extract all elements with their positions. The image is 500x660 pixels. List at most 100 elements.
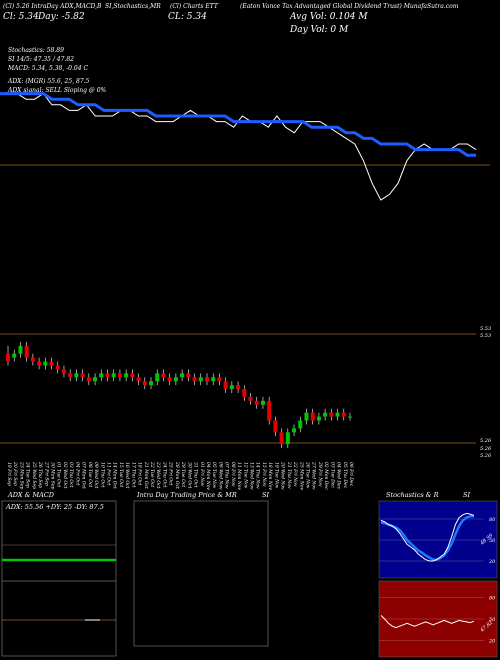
adx-panel-title: ADX & MACD <box>7 491 55 499</box>
candle-body <box>49 361 54 366</box>
date-label: 05 Thu Dec <box>342 462 348 489</box>
stoch-panel <box>378 500 498 579</box>
date-label: 14 Mon Oct <box>112 462 118 489</box>
date-label: 27 Wed Nov <box>311 461 317 490</box>
candle-body <box>211 377 216 382</box>
candle-body <box>149 381 154 386</box>
candle-body <box>173 377 178 382</box>
candle-body <box>37 361 42 366</box>
date-label: 24 Thu Oct <box>161 461 167 488</box>
candles-group <box>6 341 352 449</box>
candle-body <box>30 357 35 362</box>
candle-body <box>260 400 265 405</box>
adx-readout: ADX: (MGR) 55.6, 25, 87.5 <box>8 78 90 85</box>
candle-body <box>43 361 48 366</box>
date-label: 30 Wed Oct <box>186 462 192 489</box>
candle-body <box>229 385 234 390</box>
candle-body <box>161 373 166 378</box>
candle-body <box>192 377 197 382</box>
price-label-bottom: 5.26 <box>480 438 492 444</box>
date-label: 19 Fri Sep <box>6 462 12 486</box>
date-label: 26 Tue Nov <box>304 461 310 489</box>
date-label: 20 Wed Nov <box>280 461 286 490</box>
date-label: 28 Mon Oct <box>174 461 180 489</box>
candle-body <box>310 412 315 421</box>
price-label-top: 5.53 <box>480 326 491 332</box>
date-label: 14 Thu Nov <box>255 462 261 489</box>
candle-body <box>105 373 110 378</box>
date-label: 15 Fri Nov <box>261 462 267 487</box>
candle-body <box>285 432 290 445</box>
date-label: 07 Mon Oct <box>81 462 87 489</box>
candle-body <box>267 400 272 421</box>
date-label: 29 Tue Oct <box>180 461 186 487</box>
candle-body <box>68 373 73 378</box>
intraday-panel-si: SI <box>262 491 269 499</box>
date-label: 11 Fri Oct <box>105 462 111 486</box>
header-company: (Eaton Vance Tax Advantaged Global Divid… <box>240 3 459 10</box>
date-label: 22 Fri Nov <box>292 461 298 487</box>
date-label: 26 Thu Sep <box>37 461 43 488</box>
candle-body <box>18 345 23 354</box>
date-label: 27 Fri Sep <box>43 461 49 486</box>
price-label-bottom-2: 5.26 <box>480 446 492 452</box>
candle-body <box>86 377 91 382</box>
candle-body <box>12 353 17 358</box>
candle-body <box>204 377 209 382</box>
candle-body <box>323 412 328 417</box>
candle-body <box>304 412 309 421</box>
rsi-ticks: 80 50 20 <box>379 595 496 645</box>
price-label-top-2: 5.53 <box>480 333 491 339</box>
rsi-tick-label: 80 <box>489 595 496 601</box>
date-label: 29 Fri Nov <box>317 461 323 487</box>
date-label: 11 Mon Nov <box>236 462 242 490</box>
date-label: 15 Tue Oct <box>118 462 124 487</box>
candle-body <box>99 373 104 378</box>
date-label: 18 Fri Oct <box>137 462 143 486</box>
candle-body <box>155 373 160 382</box>
date-label: 20 Fri Sep <box>12 461 18 486</box>
date-label: 12 Tue Nov <box>242 462 248 489</box>
date-labels: 19 Fri Sep 20 Fri Sep 23 Mon Sep 24 Tue Sep… <box>6 461 354 490</box>
stoch-panel-si: SI <box>463 491 470 499</box>
date-label: 06 Wed Nov <box>217 462 223 490</box>
stoch-fast-line <box>380 512 475 562</box>
candle-body <box>348 416 352 418</box>
moving-average-line <box>0 92 476 157</box>
price-line <box>0 92 477 201</box>
candle-body <box>242 389 247 397</box>
avg-volume: Avg Vol: 0.104 M <box>290 12 368 22</box>
intraday-panel-title: Intra Day Trading Price & MR <box>136 491 237 499</box>
date-label: 25 Fri Oct <box>168 461 174 486</box>
candle-body <box>130 373 135 378</box>
candle-body <box>167 377 172 382</box>
candle-body <box>6 353 10 362</box>
date-label: 02 Mon Dec <box>323 462 329 490</box>
date-label: 01 Fri Nov <box>199 462 205 487</box>
candle-body <box>124 373 129 378</box>
price-close-left: Cl: 5.34 <box>3 12 39 22</box>
header-symbol: (Cl) Charts ETT <box>170 3 218 10</box>
rsi-line <box>380 615 475 629</box>
header-title-mid: SI,Stochastics,MR <box>105 3 161 10</box>
candle-body <box>117 373 122 378</box>
adx-panel <box>1 500 117 657</box>
candle-body <box>74 373 79 378</box>
stochastics-readout: Stochastics: 58.89 <box>8 47 64 54</box>
candle-body <box>186 373 191 378</box>
candle-body <box>341 412 346 417</box>
candle-body <box>292 428 297 433</box>
candle-body <box>273 420 278 433</box>
date-label: 03 Thu Oct <box>68 462 74 488</box>
date-label: 30 Mon Sep <box>50 462 56 490</box>
intraday-panel <box>133 500 269 647</box>
date-label: 21 Thu Nov <box>286 461 292 489</box>
date-label: 04 Wed Dec <box>336 462 342 490</box>
date-label: 21 Mon Oct <box>143 461 149 489</box>
date-label: 13 Wed Nov <box>249 462 255 490</box>
si-readout: SI 14/5: 47.35 / 47.82 <box>8 56 74 63</box>
candle-body <box>254 400 259 405</box>
date-label: 08 Tue Oct <box>87 462 93 487</box>
stoch-tick-label: 50 <box>489 538 496 544</box>
date-label: 01 Tue Oct <box>56 462 62 487</box>
